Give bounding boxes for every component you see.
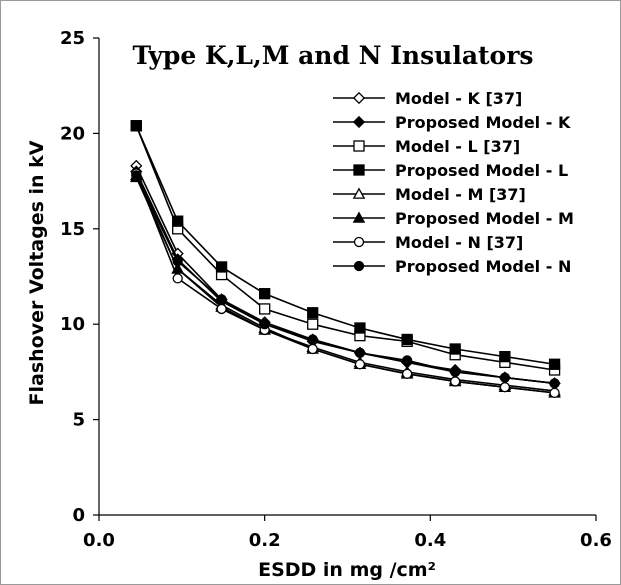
data-point: [172, 273, 183, 284]
legend-entry: Model - L [37]: [333, 137, 520, 156]
legend-label: Proposed Model - K: [395, 113, 571, 132]
series-line: [135, 173, 555, 394]
data-point: [307, 318, 319, 330]
data-point: [307, 343, 318, 355]
data-point: [130, 120, 142, 132]
x-tick-label: 0.6: [580, 530, 612, 551]
data-point: [499, 372, 511, 383]
data-point: [401, 368, 413, 379]
series-layer: [129, 120, 561, 399]
legend-marker: [353, 236, 365, 248]
data-point: [549, 378, 560, 389]
data-point: [450, 376, 461, 387]
data-point: [549, 387, 560, 399]
legend-entry: Proposed Model - N: [333, 257, 571, 276]
series-line: [135, 125, 555, 371]
data-point: [216, 303, 227, 315]
data-point: [259, 319, 270, 330]
data-point: [354, 322, 366, 334]
legend: Model - K [37] Proposed Model - K Model - …: [333, 89, 574, 276]
data-point: [499, 382, 511, 393]
legend-label: Model - M [37]: [395, 185, 526, 204]
legend-label: Proposed Model - M: [395, 209, 574, 228]
y-tick-label: 0: [72, 505, 85, 526]
x-tick-label: 0.4: [414, 530, 446, 551]
data-point: [131, 170, 142, 181]
legend-entry: Model - M [37]: [333, 185, 526, 204]
data-point: [307, 334, 318, 345]
data-point: [215, 261, 228, 273]
data-point: [259, 303, 271, 315]
legend-label: Proposed Model - L: [395, 161, 568, 180]
data-point: [216, 294, 227, 305]
series-line: [135, 125, 555, 366]
legend-marker: [352, 115, 366, 129]
legend-label: Proposed Model - N: [395, 257, 571, 276]
data-point: [401, 355, 413, 366]
y-tick-label: 25: [60, 28, 85, 49]
axes: 0 5 10 15 20 25 0.0 0.2 0.4 0.6: [60, 28, 612, 551]
x-tick-label: 0.0: [83, 530, 115, 551]
legend-entry: Proposed Model - K: [333, 113, 571, 132]
legend-entry: Model - K [37]: [333, 89, 522, 108]
legend-entry: Proposed Model - M: [333, 209, 574, 228]
legend-marker: [353, 164, 365, 176]
series-line: [135, 175, 555, 392]
data-point: [172, 256, 183, 267]
data-point: [548, 358, 561, 370]
legend-marker: [352, 187, 366, 199]
data-point: [307, 307, 319, 319]
y-tick-label: 20: [60, 123, 85, 144]
data-point: [499, 350, 511, 363]
x-tick-label: 0.2: [249, 530, 281, 551]
legend-marker: [353, 260, 365, 272]
legend-marker: [352, 211, 366, 223]
series-8: [131, 170, 560, 389]
x-axis-title: ESDD in mg /cm²: [258, 559, 436, 581]
legend-label: Model - N [37]: [395, 233, 523, 252]
data-point: [450, 366, 461, 378]
data-point: [354, 359, 366, 370]
series-4: [130, 120, 561, 370]
legend-entry: Proposed Model - L: [333, 161, 568, 180]
y-tick-label: 5: [72, 410, 85, 431]
data-point: [259, 288, 271, 300]
y-tick-label: 15: [60, 219, 85, 240]
chart-title: Type K,L,M and N Insulators: [133, 41, 534, 70]
series-line: [135, 175, 555, 385]
text-layer: Type K,L,M and N Insulators ESDD in mg /…: [26, 41, 533, 581]
data-point: [172, 215, 184, 227]
legend-label: Model - L [37]: [395, 137, 520, 156]
data-point: [401, 333, 413, 346]
y-axis-title: Flashover Voltages in kV: [26, 140, 48, 405]
legend-entry: Model - N [37]: [333, 233, 523, 252]
legend-marker: [352, 91, 366, 105]
data-point: [354, 347, 366, 358]
data-point: [449, 343, 461, 355]
legend-marker: [353, 140, 365, 152]
y-tick-label: 10: [60, 314, 85, 335]
legend-label: Model - K [37]: [395, 89, 522, 108]
